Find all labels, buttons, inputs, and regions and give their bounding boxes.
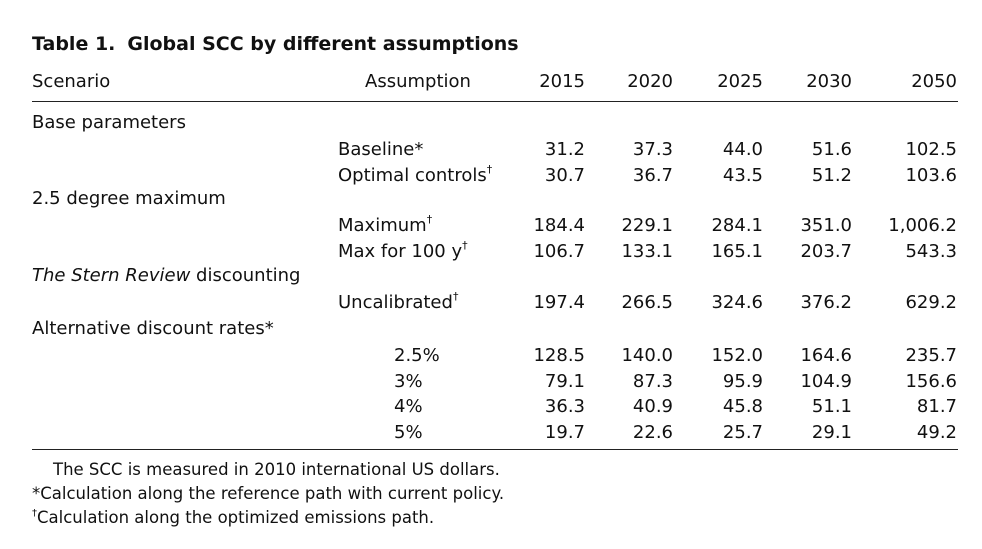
note-optimized-path: †Calculation along the optimized emissio…: [32, 506, 504, 530]
cell-value: 284.1: [711, 215, 763, 236]
row-assumption: Optimal controls†: [338, 162, 493, 187]
cell-value: 45.8: [722, 396, 763, 417]
header-rule: [32, 101, 958, 102]
cell-value: 128.5: [533, 345, 585, 366]
row-footnote-mark: †: [426, 213, 433, 226]
cell-value: 266.5: [621, 292, 673, 313]
cell-value: 51.1: [811, 396, 852, 417]
cell-value: 106.7: [533, 240, 585, 262]
header-year-2015: 2015: [539, 71, 585, 92]
cell-value: 102.5: [905, 139, 957, 160]
cell-value: 235.7: [905, 345, 957, 366]
note-reference-path-text: *Calculation along the reference path wi…: [32, 484, 505, 503]
cell-value: 22.6: [632, 421, 673, 443]
cell-value: 36.3: [544, 396, 585, 417]
cell-value: 1,006.2: [888, 215, 957, 236]
cell-value: 51.6: [811, 139, 852, 160]
row-assumption-text: Optimal controls: [338, 164, 487, 186]
group-label-italic: The Stern Review: [32, 265, 191, 286]
cell-value: 103.6: [905, 164, 957, 186]
group-label-text: Base parameters: [32, 112, 186, 133]
cell-value: 30.7: [544, 164, 585, 186]
cell-value: 184.4: [533, 215, 585, 236]
cell-value: 19.7: [544, 421, 585, 443]
cell-value: 37.3: [632, 139, 673, 160]
cell-value: 156.6: [905, 370, 957, 392]
row-assumption: 3%: [394, 371, 423, 393]
cell-value: 51.2: [811, 164, 852, 186]
row-assumption-text: Max for 100 y: [338, 240, 463, 262]
cell-value: 29.1: [811, 421, 852, 443]
row-assumption: Uncalibrated†: [338, 290, 459, 314]
cell-value: 197.4: [533, 292, 585, 313]
note-reference-path: *Calculation along the reference path wi…: [32, 482, 504, 506]
row-footnote-mark: †: [486, 162, 493, 176]
note-units-text: The SCC is measured in 2010 internationa…: [53, 460, 500, 479]
row-assumption: Max for 100 y†: [338, 238, 468, 263]
header-assumption: Assumption: [365, 71, 471, 92]
cell-value: 133.1: [621, 240, 673, 262]
cell-value: 49.2: [916, 421, 957, 443]
cell-value: 44.0: [722, 139, 763, 160]
row-assumption: 4%: [394, 396, 423, 418]
cell-value: 104.9: [800, 370, 852, 392]
header-year-2020: 2020: [627, 71, 673, 92]
group-label-text: discounting: [190, 265, 301, 286]
cell-value: 324.6: [711, 292, 763, 313]
group-label: Alternative discount rates*: [32, 318, 274, 340]
row-assumption-text: Uncalibrated: [338, 292, 453, 313]
row-assumption: Baseline*: [338, 139, 423, 161]
cell-value: 40.9: [632, 396, 673, 417]
cell-value: 25.7: [722, 421, 763, 443]
header-year-2025: 2025: [717, 71, 763, 92]
row-assumption-text: Maximum: [338, 215, 427, 236]
row-assumption: 5%: [394, 422, 423, 444]
cell-value: 87.3: [632, 370, 673, 392]
table-caption: Global SCC by different assumptions: [127, 33, 519, 55]
cell-value: 543.3: [905, 240, 957, 262]
row-assumption: Maximum†: [338, 213, 433, 237]
cell-value: 351.0: [800, 215, 852, 236]
cell-value: 81.7: [916, 396, 957, 417]
cell-value: 152.0: [711, 345, 763, 366]
note-dagger-mark: †: [32, 508, 37, 519]
cell-value: 140.0: [621, 345, 673, 366]
cell-value: 43.5: [722, 164, 763, 186]
cell-value: 229.1: [621, 215, 673, 236]
bottom-rule: [32, 449, 958, 450]
header-year-2030: 2030: [806, 71, 852, 92]
cell-value: 36.7: [632, 164, 673, 186]
table-title: Table 1. Global SCC by different assumpti…: [32, 33, 519, 55]
header-scenario: Scenario: [32, 71, 111, 92]
note-optimized-path-text: Calculation along the optimized emission…: [37, 508, 435, 527]
table-notes: The SCC is measured in 2010 internationa…: [32, 458, 504, 530]
group-label-text: Alternative discount rates*: [32, 318, 274, 339]
header-year-2050: 2050: [911, 71, 957, 92]
row-footnote-mark: †: [462, 238, 468, 252]
group-label: Base parameters: [32, 112, 186, 134]
row-assumption-text: 2.5%: [394, 345, 440, 366]
row-assumption-text: 4%: [394, 396, 423, 417]
row-assumption-text: 3%: [394, 370, 423, 392]
cell-value: 31.2: [544, 139, 585, 160]
row-assumption-text: Baseline: [338, 139, 415, 160]
group-label: 2.5 degree maximum: [32, 188, 226, 210]
group-label-text: 2.5 degree maximum: [32, 188, 226, 209]
table-number: Table 1.: [32, 33, 116, 55]
cell-value: 164.6: [800, 345, 852, 366]
cell-value: 165.1: [711, 240, 763, 262]
row-footnote-mark: †: [452, 290, 459, 303]
cell-value: 79.1: [544, 370, 585, 392]
note-units: The SCC is measured in 2010 internationa…: [32, 458, 504, 482]
row-assumption-text: 5%: [394, 421, 423, 443]
group-label: The Stern Review discounting: [32, 265, 300, 287]
cell-value: 95.9: [722, 370, 763, 392]
cell-value: 203.7: [800, 240, 852, 262]
row-assumption: 2.5%: [394, 345, 440, 367]
cell-value: 629.2: [905, 292, 957, 313]
cell-value: 376.2: [800, 292, 852, 313]
row-footnote-mark: *: [414, 139, 424, 160]
